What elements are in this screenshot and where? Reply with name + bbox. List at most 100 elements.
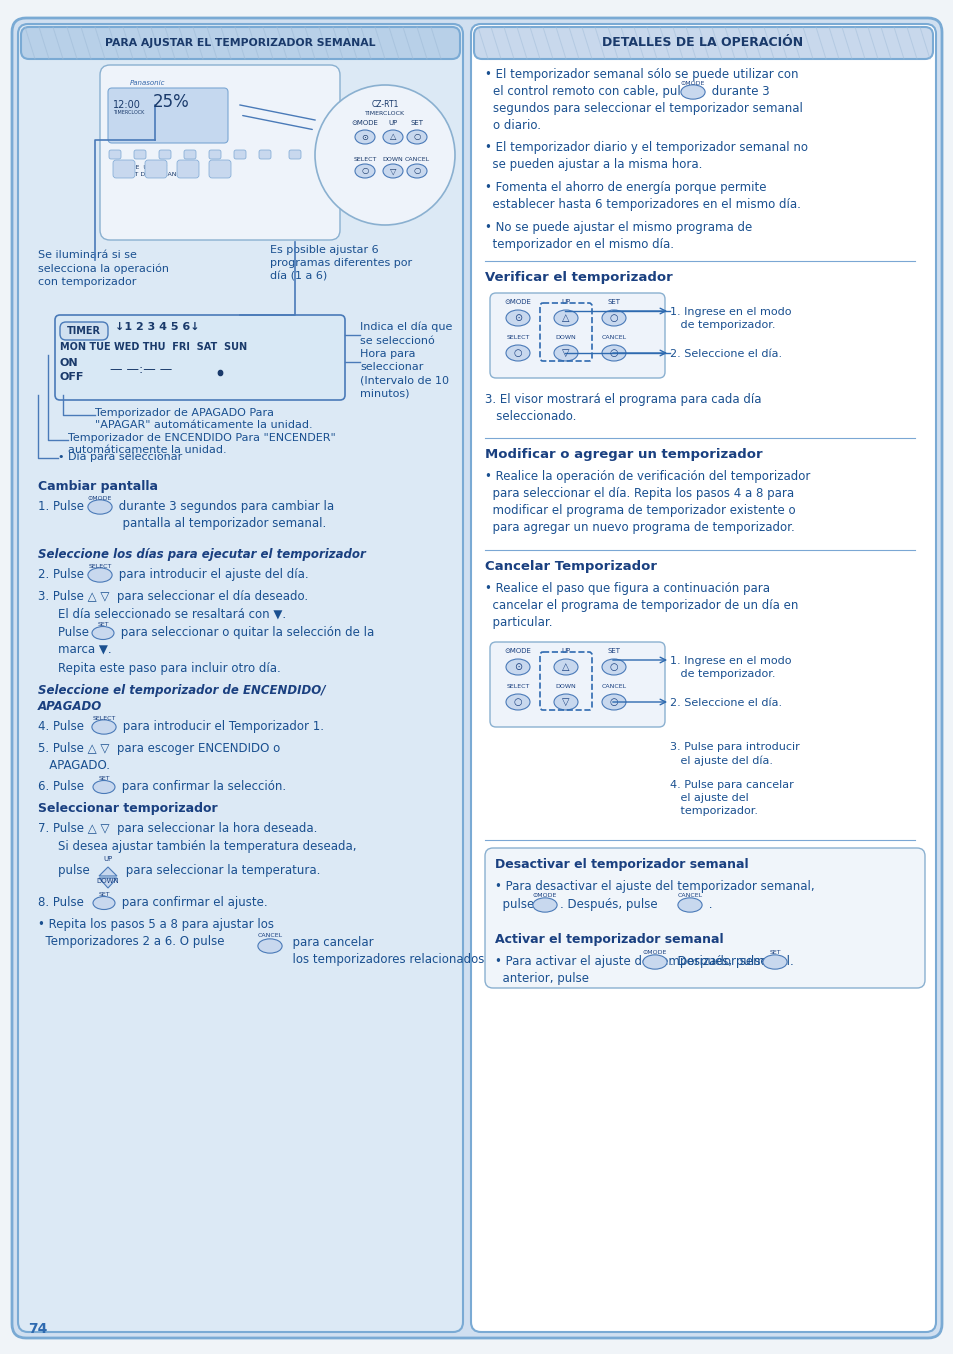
- Text: 12:00: 12:00: [112, 100, 141, 110]
- FancyBboxPatch shape: [18, 24, 462, 1332]
- Ellipse shape: [642, 955, 666, 969]
- Text: SET: SET: [768, 951, 780, 955]
- Text: 2. Seleccione el día.: 2. Seleccione el día.: [669, 699, 781, 708]
- Text: 25%: 25%: [152, 93, 190, 111]
- Text: ⊙MODE: ⊙MODE: [642, 951, 666, 955]
- Text: DOWN: DOWN: [555, 334, 576, 340]
- Text: SET: SET: [607, 299, 619, 305]
- Text: Es posible ajustar 6
programas diferentes por
día (1 a 6): Es posible ajustar 6 programas diferente…: [270, 245, 412, 282]
- FancyBboxPatch shape: [209, 150, 221, 158]
- Text: SET: SET: [98, 776, 110, 781]
- Text: • Para activar el ajuste del temporizador semanal
  anterior, pulse: • Para activar el ajuste del temporizado…: [495, 955, 789, 984]
- Ellipse shape: [601, 345, 625, 362]
- Text: ○: ○: [514, 348, 521, 357]
- Text: el control remoto con cable, pulse: el control remoto con cable, pulse: [493, 85, 694, 97]
- Text: CANCEL: CANCEL: [600, 684, 626, 689]
- Ellipse shape: [554, 659, 578, 676]
- Text: UP: UP: [388, 121, 397, 126]
- Text: TIMER: TIMER: [67, 326, 101, 336]
- Text: para confirmar la selección.: para confirmar la selección.: [118, 780, 286, 793]
- Text: • Realice la operación de verificación del temporizador
  para seleccionar el dí: • Realice la operación de verificación d…: [484, 470, 809, 533]
- Text: UP: UP: [560, 299, 570, 305]
- Ellipse shape: [505, 695, 530, 709]
- Text: ↓1 2 3 4 5 6↓: ↓1 2 3 4 5 6↓: [115, 322, 199, 332]
- Ellipse shape: [407, 164, 427, 177]
- Text: ○: ○: [514, 697, 521, 707]
- Text: ○: ○: [609, 662, 618, 672]
- Text: Seleccionar temporizador: Seleccionar temporizador: [38, 802, 217, 815]
- Text: .: .: [704, 898, 712, 911]
- Text: 1. Ingrese en el modo
   de temporizador.: 1. Ingrese en el modo de temporizador.: [669, 307, 791, 330]
- Text: Panasonic: Panasonic: [130, 80, 165, 87]
- Text: .: .: [789, 955, 793, 968]
- Text: ⊙MODE  UP  SET: ⊙MODE UP SET: [115, 165, 167, 171]
- Text: ⊙: ⊙: [361, 133, 368, 142]
- Text: • Repita los pasos 5 a 8 para ajustar los
  Temporizadores 2 a 6. O pulse: • Repita los pasos 5 a 8 para ajustar lo…: [38, 918, 274, 948]
- Text: Pulse: Pulse: [58, 626, 92, 639]
- Ellipse shape: [407, 130, 427, 144]
- Text: Activar el temporizador semanal: Activar el temporizador semanal: [495, 933, 723, 946]
- Text: OFF: OFF: [60, 372, 84, 382]
- Ellipse shape: [257, 938, 282, 953]
- Ellipse shape: [680, 85, 704, 99]
- Text: ⊙MODE: ⊙MODE: [680, 81, 704, 87]
- Text: para cancelar
  los temporizadores relacionados.: para cancelar los temporizadores relacio…: [285, 936, 488, 965]
- Text: ⊙MODE: ⊙MODE: [352, 121, 378, 126]
- FancyBboxPatch shape: [258, 150, 271, 158]
- Text: 3. Pulse △ ▽  para seleccionar el día deseado.: 3. Pulse △ ▽ para seleccionar el día des…: [38, 590, 308, 603]
- Text: 7. Pulse △ ▽  para seleccionar la hora deseada.: 7. Pulse △ ▽ para seleccionar la hora de…: [38, 822, 317, 835]
- Ellipse shape: [382, 164, 402, 177]
- FancyBboxPatch shape: [133, 150, 146, 158]
- Ellipse shape: [601, 659, 625, 676]
- Text: SELECT DOWN CANCEL: SELECT DOWN CANCEL: [115, 172, 188, 177]
- Text: • El temporizador diario y el temporizador semanal no
  se pueden ajustar a la m: • El temporizador diario y el temporizad…: [484, 141, 807, 171]
- Text: Desactivar el temporizador semanal: Desactivar el temporizador semanal: [495, 858, 748, 871]
- Text: Temporizador de ENCENDIDO Para "ENCENDER"
automáticamente la unidad.: Temporizador de ENCENDIDO Para "ENCENDER…: [68, 433, 335, 455]
- Text: DOWN: DOWN: [96, 877, 119, 884]
- FancyBboxPatch shape: [177, 160, 199, 177]
- Text: DOWN: DOWN: [555, 684, 576, 689]
- Polygon shape: [99, 877, 117, 888]
- Text: para introducir el ajuste del día.: para introducir el ajuste del día.: [115, 567, 309, 581]
- Text: SET: SET: [98, 892, 110, 896]
- FancyBboxPatch shape: [289, 150, 301, 158]
- Text: para seleccionar la temperatura.: para seleccionar la temperatura.: [122, 864, 320, 877]
- Ellipse shape: [505, 659, 530, 676]
- Text: PARA AJUSTAR EL TEMPORIZADOR SEMANAL: PARA AJUSTAR EL TEMPORIZADOR SEMANAL: [105, 38, 375, 47]
- Ellipse shape: [88, 567, 112, 582]
- Text: ▽: ▽: [561, 348, 569, 357]
- Text: Modificar o agregar un temporizador: Modificar o agregar un temporizador: [484, 448, 761, 460]
- Text: 4. Pulse: 4. Pulse: [38, 720, 88, 733]
- Text: ⊙MODE: ⊙MODE: [533, 894, 557, 898]
- FancyBboxPatch shape: [233, 150, 246, 158]
- Text: Verificar el temporizador: Verificar el temporizador: [484, 271, 672, 284]
- Ellipse shape: [88, 500, 112, 515]
- Text: • Realice el paso que figura a continuación para
  cancelar el programa de tempo: • Realice el paso que figura a continuac…: [484, 582, 798, 630]
- Text: SELECT: SELECT: [92, 716, 115, 720]
- Text: SELECT: SELECT: [506, 334, 529, 340]
- FancyBboxPatch shape: [490, 642, 664, 727]
- FancyBboxPatch shape: [109, 150, 121, 158]
- Text: 2. Pulse: 2. Pulse: [38, 567, 84, 581]
- Text: Si desea ajustar también la temperatura deseada,: Si desea ajustar también la temperatura …: [58, 839, 356, 853]
- Text: CANCEL: CANCEL: [404, 157, 429, 162]
- Text: SET: SET: [607, 649, 619, 654]
- Ellipse shape: [505, 345, 530, 362]
- Text: 6. Pulse: 6. Pulse: [38, 780, 88, 793]
- Circle shape: [314, 85, 455, 225]
- Ellipse shape: [554, 345, 578, 362]
- Text: DOWN: DOWN: [382, 157, 403, 162]
- Text: 74: 74: [28, 1322, 48, 1336]
- Text: ⊙: ⊙: [514, 313, 521, 324]
- Ellipse shape: [91, 627, 113, 639]
- Ellipse shape: [355, 164, 375, 177]
- Text: UP: UP: [560, 649, 570, 654]
- Text: SET: SET: [97, 621, 109, 627]
- Text: △: △: [390, 133, 395, 142]
- Ellipse shape: [601, 310, 625, 326]
- Text: durante 3 segundos para cambiar la
  pantalla al temporizador semanal.: durante 3 segundos para cambiar la panta…: [115, 500, 334, 529]
- Text: Cambiar pantalla: Cambiar pantalla: [38, 481, 158, 493]
- Text: • Para desactivar el ajuste del temporizador semanal,: • Para desactivar el ajuste del temporiz…: [495, 880, 814, 894]
- Ellipse shape: [92, 896, 115, 910]
- Text: Temporizador de APAGADO Para
"APAGAR" automáticamente la unidad.: Temporizador de APAGADO Para "APAGAR" au…: [95, 408, 313, 431]
